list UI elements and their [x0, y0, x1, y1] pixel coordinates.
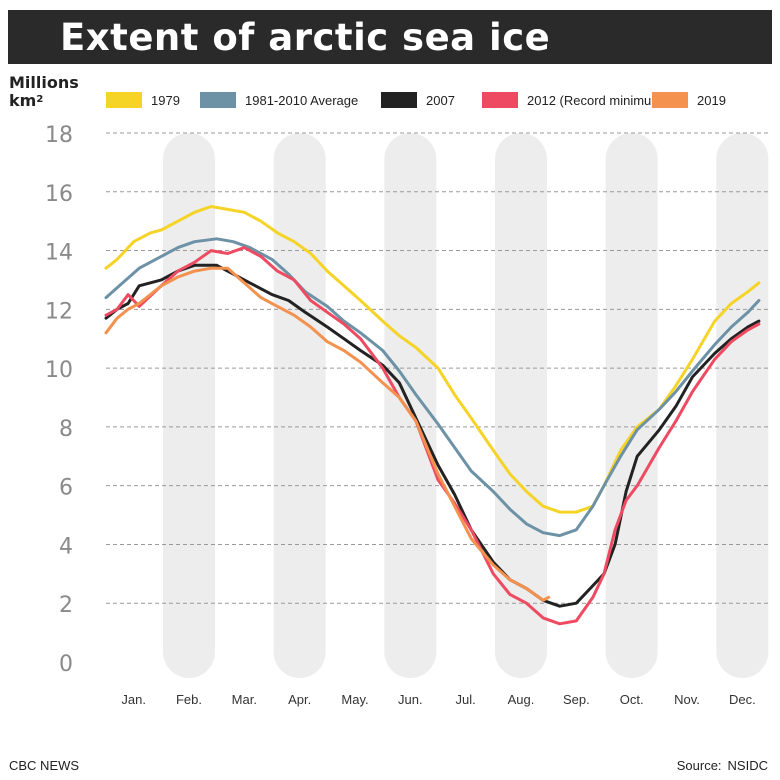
month-band-9: [605, 133, 658, 678]
y-axis-unit-label: Millions km2: [9, 74, 79, 110]
y-tick-label: 16: [45, 182, 73, 207]
x-tick-label: Feb.: [176, 692, 202, 707]
legend-item: 1981-2010 Average: [200, 88, 358, 112]
x-tick-label: Dec.: [729, 692, 756, 707]
x-tick-label: Jan.: [121, 692, 146, 707]
series-line-4: [104, 266, 551, 602]
footer-source: Source: NSIDC: [677, 758, 768, 773]
legend-label: 2019: [697, 92, 726, 108]
legend-item: 2007: [381, 88, 455, 112]
legend-label: 1979: [151, 92, 180, 108]
legend-swatch: [200, 92, 236, 108]
x-tick-label: Sep.: [563, 692, 590, 707]
source-label: Source:: [676, 758, 722, 773]
x-tick-label: Jul.: [456, 692, 476, 707]
y-tick-label: 6: [59, 476, 73, 501]
x-tick-label: Oct.: [620, 692, 644, 707]
legend-swatch: [381, 92, 417, 108]
x-tick-label: Mar.: [232, 692, 257, 707]
y-tick-label: 0: [59, 652, 73, 677]
legend-label: 2007: [426, 92, 455, 108]
y-tick-label: 4: [59, 534, 73, 559]
footer-credit: CBC NEWS: [9, 758, 80, 773]
series-line-1: [104, 237, 761, 538]
source-name: NSIDC: [727, 758, 768, 773]
month-band-3: [273, 133, 326, 678]
y-tick-label: 12: [45, 299, 73, 324]
legend-swatch: [482, 92, 518, 108]
legend-label: 1981-2010 Average: [245, 92, 359, 108]
y-tick-label: 8: [59, 417, 73, 442]
legend-item: 2019: [652, 88, 726, 112]
y-tick-label: 2: [59, 593, 73, 618]
x-tick-label: Aug.: [508, 692, 535, 707]
x-tick-label: Apr.: [288, 692, 311, 707]
title-bar: Extent of arctic sea ice: [8, 10, 772, 64]
series-line-3: [104, 246, 761, 626]
month-band-7: [495, 133, 547, 678]
month-band-11: [716, 133, 769, 678]
chart-title: Extent of arctic sea ice: [60, 16, 551, 59]
y-axis-unit-line2: km2: [9, 91, 44, 110]
y-axis-unit-superscript: 2: [36, 94, 44, 105]
y-tick-label: 10: [45, 358, 73, 383]
x-tick-label: May.: [341, 692, 368, 707]
y-axis-unit-line1: Millions: [9, 73, 79, 92]
legend-item: 2012 (Record minimum): [482, 88, 666, 112]
legend: 1979 1981-2010 Average 2007 2012 (Record mi…: [106, 88, 772, 112]
legend-label: 2012 (Record minimum): [527, 92, 667, 108]
x-tick-label: Jun.: [398, 692, 423, 707]
legend-item: 1979: [106, 88, 180, 112]
legend-swatch: [652, 92, 688, 108]
x-tick-label: Nov.: [674, 692, 700, 707]
y-tick-label: 18: [45, 123, 73, 148]
y-tick-label: 14: [45, 241, 73, 266]
legend-swatch: [106, 92, 142, 108]
series-line-2: [104, 263, 761, 608]
